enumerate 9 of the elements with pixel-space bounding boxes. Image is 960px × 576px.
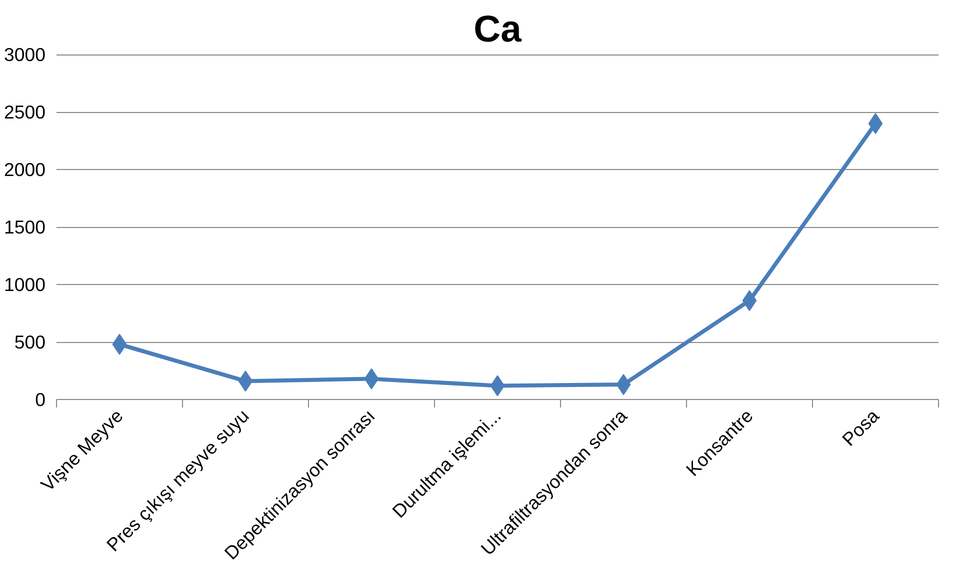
y-tick-label: 500 — [14, 332, 46, 352]
y-tick-label: 0 — [35, 389, 46, 410]
chart-title: Ca — [474, 8, 522, 50]
y-tick-label: 2500 — [4, 102, 46, 122]
y-tick-label: 1000 — [4, 274, 46, 295]
y-tick-label: 3000 — [4, 44, 46, 65]
y-tick-label: 1500 — [4, 216, 46, 238]
y-tick-label: 2000 — [4, 159, 46, 180]
point — [868, 113, 883, 134]
